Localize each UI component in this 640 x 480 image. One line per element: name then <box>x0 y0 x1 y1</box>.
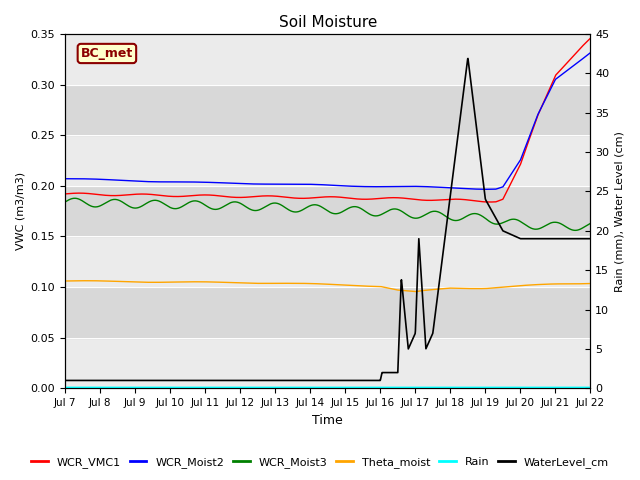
X-axis label: Time: Time <box>312 414 343 427</box>
Bar <box>65 186 591 237</box>
Legend: WCR_VMC1, WCR_Moist2, WCR_Moist3, Theta_moist, Rain, WaterLevel_cm: WCR_VMC1, WCR_Moist2, WCR_Moist3, Theta_… <box>27 452 613 472</box>
Bar <box>65 287 591 338</box>
Y-axis label: VWC (m3/m3): VWC (m3/m3) <box>15 172 25 250</box>
Text: BC_met: BC_met <box>81 47 133 60</box>
Title: Soil Moisture: Soil Moisture <box>278 15 377 30</box>
Bar <box>65 84 591 135</box>
Bar <box>65 338 591 388</box>
Bar <box>65 237 591 287</box>
Y-axis label: Rain (mm), Water Level (cm): Rain (mm), Water Level (cm) <box>615 131 625 291</box>
Bar <box>65 34 591 84</box>
Bar <box>65 135 591 186</box>
